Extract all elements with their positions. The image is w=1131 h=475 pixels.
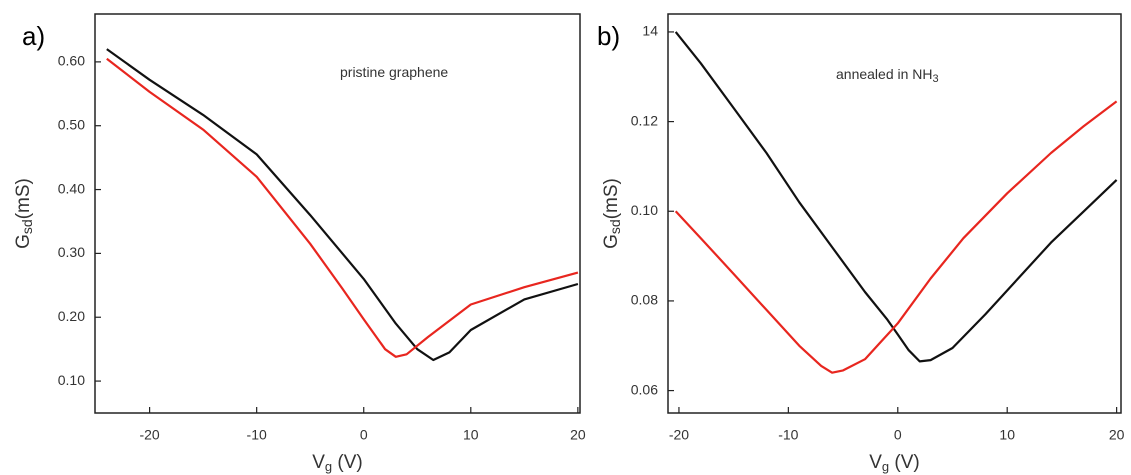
annotation-part: 3 — [933, 73, 939, 85]
x-tick-label: -20 — [669, 427, 689, 443]
y-tick-label: 0.60 — [58, 53, 85, 69]
y-tick-label: 0.40 — [58, 180, 85, 196]
y-tick-label: 0.50 — [58, 116, 85, 132]
panel-label: b) — [597, 21, 620, 51]
x-tick-label: 10 — [999, 427, 1015, 443]
curve — [674, 31, 1118, 363]
y-tick-label: 0.10 — [58, 372, 85, 388]
x-axis-label: Vg (V) — [869, 452, 920, 474]
y-tick-label: 0.30 — [58, 244, 85, 260]
annotation-part: annealed in NH — [836, 66, 933, 82]
annotation-part: pristine graphene — [340, 64, 448, 80]
curve — [674, 100, 1118, 374]
x-label-part: g — [882, 459, 889, 474]
plot-frame — [667, 13, 1122, 414]
x-tick-label: 20 — [570, 427, 586, 443]
y-tick-label: 0.10 — [631, 202, 658, 218]
x-label-part: V — [869, 452, 882, 473]
annotation: annealed in NH3 — [836, 66, 939, 85]
x-label-part: (V) — [332, 452, 363, 473]
y-label-part: sd — [607, 219, 623, 234]
x-label-part: V — [312, 452, 325, 473]
annotation: pristine graphene — [340, 64, 448, 80]
y-label-part: (mS) — [601, 178, 622, 219]
y-tick-label: 0.12 — [631, 112, 658, 128]
x-tick-label: 10 — [463, 427, 479, 443]
y-axis-label: Gsd(mS) — [601, 178, 623, 249]
panel-label: a) — [22, 21, 45, 51]
y-tick-label: 0.08 — [631, 292, 658, 308]
y-axis-label: Gsd(mS) — [13, 178, 35, 249]
y-label-part: G — [601, 234, 622, 249]
y-label-part: G — [13, 234, 34, 249]
y-tick-label: 0.20 — [58, 308, 85, 324]
y-label-part: sd — [19, 219, 35, 234]
y-tick-label: 0.06 — [631, 381, 658, 397]
x-tick-label: 0 — [360, 427, 368, 443]
x-tick-label: -10 — [247, 427, 267, 443]
curve — [106, 48, 579, 362]
y-label-part: (mS) — [13, 178, 34, 219]
x-tick-label: -20 — [139, 427, 159, 443]
curve — [106, 57, 579, 358]
x-tick-label: 20 — [1109, 427, 1125, 443]
x-tick-label: 0 — [894, 427, 902, 443]
y-tick-label: 14 — [642, 23, 658, 39]
x-tick-label: -10 — [778, 427, 798, 443]
x-axis-label: Vg (V) — [312, 452, 363, 474]
plot-frame — [94, 13, 581, 414]
x-label-part: (V) — [889, 452, 920, 473]
x-label-part: g — [325, 459, 332, 474]
